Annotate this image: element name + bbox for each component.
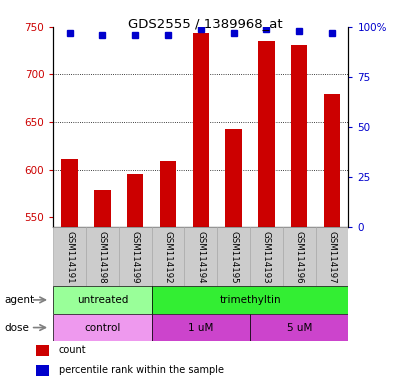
Text: untreated: untreated — [76, 295, 128, 305]
Bar — [36, 345, 49, 356]
Text: percentile rank within the sample: percentile rank within the sample — [58, 365, 223, 375]
Bar — [53, 314, 151, 341]
Text: dose: dose — [4, 323, 29, 333]
Text: trimethyltin: trimethyltin — [219, 295, 280, 305]
Text: agent: agent — [4, 295, 34, 305]
Bar — [323, 94, 339, 227]
Bar — [184, 227, 217, 286]
Text: GDS2555 / 1389968_at: GDS2555 / 1389968_at — [127, 17, 282, 30]
Bar — [151, 314, 249, 341]
Text: GSM114193: GSM114193 — [261, 231, 270, 284]
Bar — [249, 314, 348, 341]
Bar — [53, 286, 151, 314]
Text: GSM114199: GSM114199 — [130, 231, 139, 284]
Bar — [151, 286, 348, 314]
Text: GSM114198: GSM114198 — [98, 231, 107, 284]
Text: GSM114196: GSM114196 — [294, 231, 303, 284]
Text: GSM114192: GSM114192 — [163, 231, 172, 284]
Bar — [192, 33, 209, 227]
Bar — [217, 227, 249, 286]
Bar — [36, 365, 49, 376]
Text: GSM114197: GSM114197 — [327, 231, 336, 284]
Text: 5 uM: 5 uM — [286, 323, 311, 333]
Bar — [151, 227, 184, 286]
Bar — [53, 227, 86, 286]
Bar — [315, 227, 348, 286]
Bar — [290, 45, 307, 227]
Bar — [86, 227, 119, 286]
Bar — [127, 174, 143, 227]
Bar — [119, 227, 151, 286]
Text: 1 uM: 1 uM — [188, 323, 213, 333]
Bar — [258, 41, 274, 227]
Text: GSM114191: GSM114191 — [65, 231, 74, 284]
Text: GSM114194: GSM114194 — [196, 231, 205, 284]
Bar — [225, 129, 241, 227]
Bar — [94, 190, 110, 227]
Text: GSM114195: GSM114195 — [229, 231, 238, 284]
Text: count: count — [58, 345, 86, 355]
Bar — [160, 161, 176, 227]
Bar — [249, 227, 282, 286]
Bar — [282, 227, 315, 286]
Text: control: control — [84, 323, 120, 333]
Bar — [61, 159, 78, 227]
